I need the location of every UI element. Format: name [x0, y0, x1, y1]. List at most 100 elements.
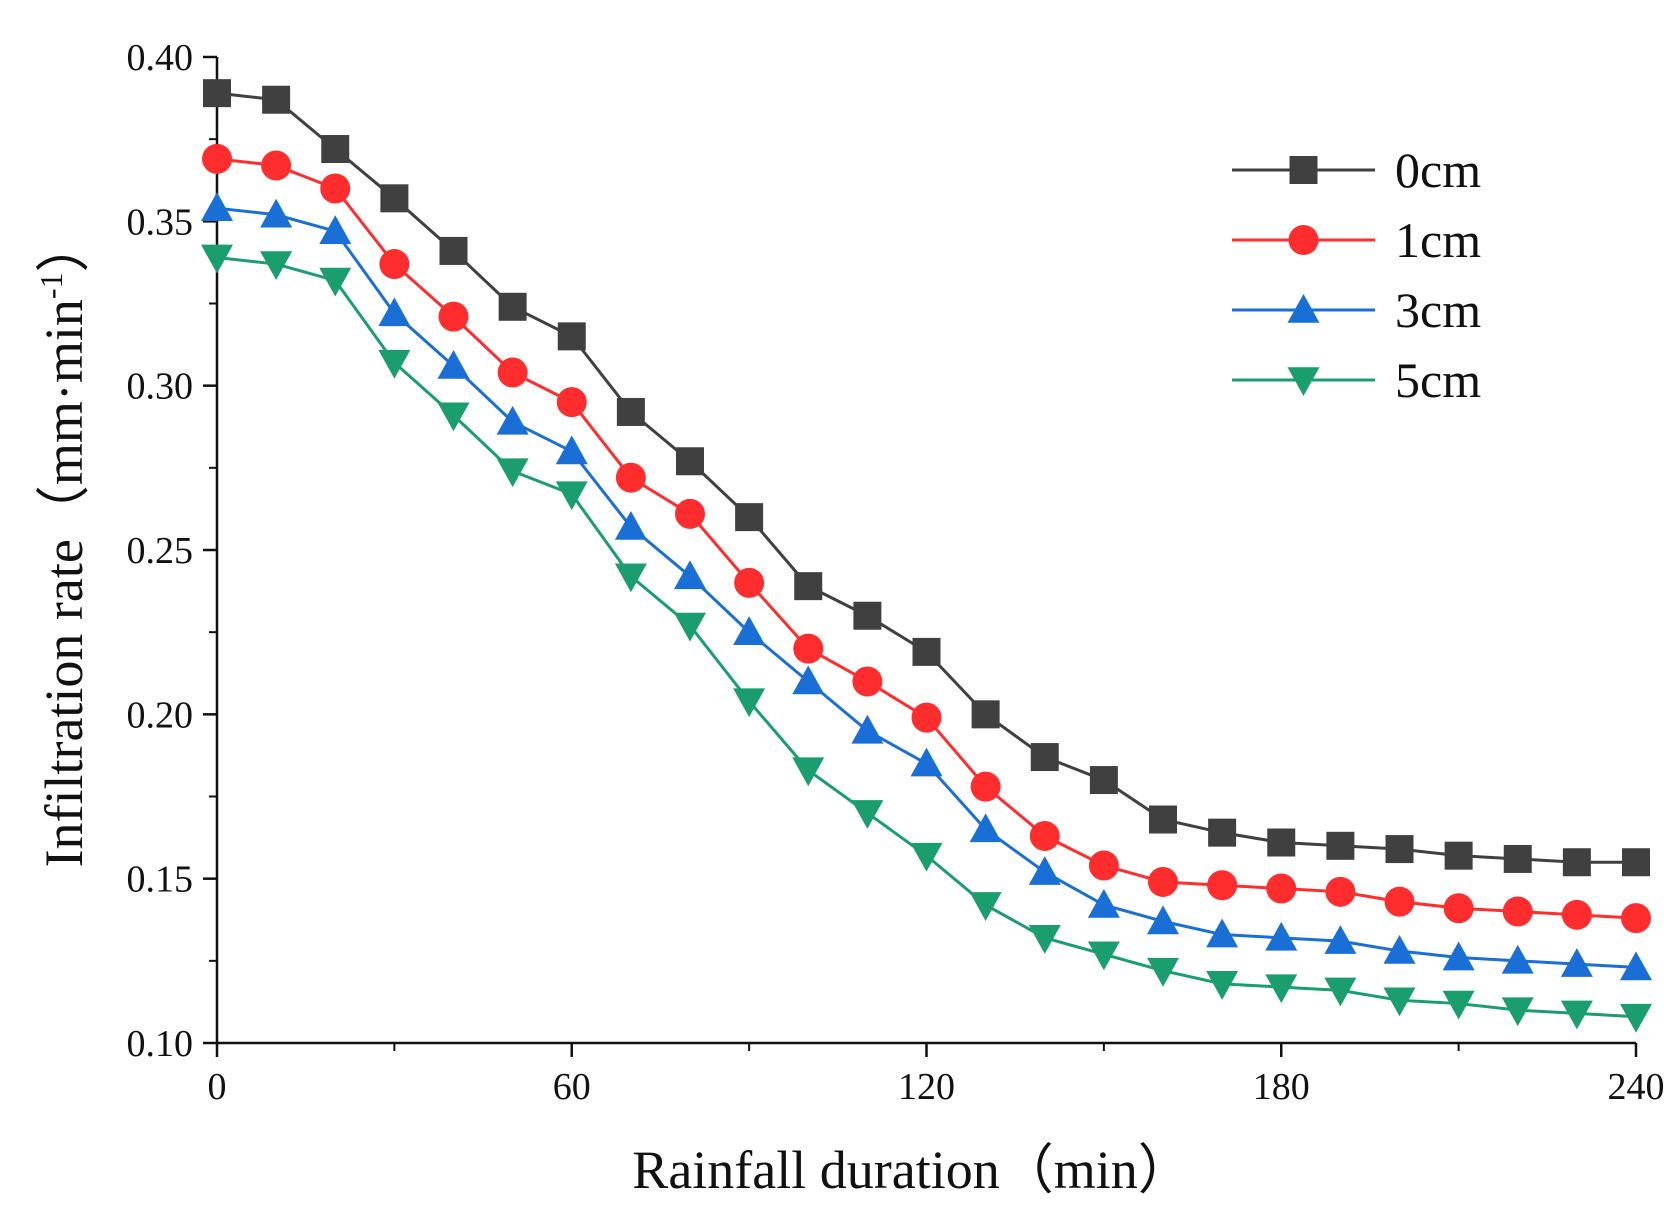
- y-axis-title: Infiltration rate（mm·min-1）: [33, 218, 94, 867]
- data-point-1cm: [497, 357, 528, 388]
- data-point-3cm: [1501, 944, 1534, 974]
- data-point-0cm: [794, 572, 823, 601]
- data-point-0cm: [1326, 831, 1355, 860]
- y-tick-label: 0.40: [127, 37, 194, 79]
- data-point-5cm: [792, 757, 825, 787]
- data-point-3cm: [1442, 941, 1475, 971]
- data-point-0cm: [203, 79, 231, 108]
- data-point-5cm: [910, 842, 943, 872]
- data-point-3cm: [260, 198, 293, 228]
- x-tick-label: 60: [553, 1066, 591, 1108]
- data-point-5cm: [1087, 941, 1120, 971]
- data-point-1cm: [615, 462, 646, 493]
- x-tick-label: 0: [208, 1066, 227, 1108]
- data-point-5cm: [378, 349, 411, 379]
- data-point-1cm: [202, 143, 232, 174]
- data-point-1cm: [1443, 893, 1474, 924]
- data-point-1cm: [320, 173, 351, 204]
- data-point-3cm: [910, 747, 943, 777]
- series-line-0cm: [216, 91, 1636, 864]
- data-point-0cm: [971, 700, 1000, 729]
- data-point-1cm: [1325, 876, 1356, 907]
- y-tick-label: 0.35: [127, 201, 194, 243]
- y-tick-label: 0.10: [127, 1023, 194, 1065]
- data-point-1cm: [438, 301, 469, 332]
- y-tick-label: 0.15: [127, 859, 194, 901]
- data-point-1cm: [379, 249, 410, 280]
- data-point-1cm: [1029, 820, 1060, 851]
- y-tick-label: 0.30: [127, 366, 194, 408]
- data-point-0cm: [1562, 848, 1591, 877]
- data-point-0cm: [1267, 828, 1296, 857]
- data-point-3cm: [1620, 951, 1652, 981]
- data-point-3cm: [792, 665, 825, 695]
- data-point-3cm: [555, 435, 588, 465]
- data-point-0cm: [557, 322, 586, 351]
- series-line-1cm: [216, 157, 1637, 920]
- y-axis-title-close: ）: [34, 218, 94, 272]
- data-point-3cm: [851, 714, 884, 744]
- data-point-3cm: [1324, 925, 1357, 954]
- legend-item-3cm: 3cm: [1232, 282, 1481, 338]
- data-point-5cm: [260, 251, 293, 281]
- data-point-0cm: [1444, 841, 1473, 870]
- data-point-5cm: [1442, 990, 1475, 1020]
- legend-label: 5cm: [1395, 352, 1481, 408]
- legend-item-5cm: 5cm: [1232, 352, 1481, 408]
- data-point-3cm: [1147, 905, 1179, 935]
- data-point-5cm: [614, 563, 647, 593]
- legend-label: 0cm: [1395, 142, 1481, 198]
- data-point-0cm: [676, 447, 704, 476]
- data-point-1cm: [1384, 886, 1415, 917]
- data-point-0cm: [853, 601, 882, 630]
- data-point-1cm: [1266, 873, 1297, 904]
- data-point-1cm: [1561, 899, 1592, 930]
- x-axis-title: Rainfall duration（min）: [632, 1140, 1191, 1200]
- data-point-3cm: [496, 405, 529, 435]
- data-point-5cm: [319, 267, 352, 297]
- y-axis-title-main: Infiltration rate（mm·min: [34, 299, 94, 867]
- data-point-5cm: [1560, 1000, 1593, 1030]
- legend-item-1cm: 1cm: [1232, 212, 1481, 268]
- legend-item-0cm: 0cm: [1232, 142, 1481, 198]
- data-point-1cm: [852, 666, 883, 697]
- series-1cm: [202, 143, 1651, 934]
- legend-label: 3cm: [1395, 282, 1481, 338]
- data-point-0cm: [1385, 835, 1414, 864]
- data-point-0cm: [439, 236, 468, 265]
- data-point-1cm: [261, 150, 292, 181]
- data-point-1cm: [970, 771, 1001, 802]
- data-point-5cm: [969, 892, 1002, 921]
- data-point-3cm: [969, 813, 1002, 843]
- data-point-0cm: [1622, 848, 1650, 877]
- legend-label: 1cm: [1395, 212, 1481, 268]
- data-point-5cm: [496, 458, 529, 488]
- data-point-1cm: [1148, 866, 1178, 897]
- series-3cm: [201, 192, 1652, 981]
- data-point-5cm: [1620, 1003, 1652, 1033]
- data-point-1cm: [1088, 850, 1119, 881]
- data-point-3cm: [674, 560, 706, 590]
- axes: 0.10 0.15 0.20 0.25 0.30 0.35 0.40 0 60 120 180 240: [127, 37, 1665, 1108]
- series-0cm: [203, 79, 1650, 877]
- data-point-1cm: [911, 702, 942, 733]
- data-point-0cm: [912, 637, 941, 666]
- data-point-0cm: [498, 292, 527, 321]
- data-point-3cm: [1560, 948, 1593, 977]
- data-point-5cm: [1265, 974, 1298, 1004]
- data-point-0cm: [1149, 805, 1177, 834]
- y-axis-title-sup: -1: [33, 272, 69, 299]
- data-point-3cm: [201, 192, 233, 221]
- data-point-3cm: [437, 349, 470, 379]
- x-tick-label: 120: [898, 1066, 955, 1108]
- legend-marker: [1288, 225, 1319, 255]
- x-tick-label: 180: [1253, 1066, 1310, 1108]
- data-point-3cm: [733, 616, 766, 645]
- data-point-3cm: [1383, 934, 1416, 964]
- data-point-5cm: [1147, 957, 1179, 987]
- data-point-5cm: [437, 402, 470, 432]
- data-point-5cm: [201, 244, 233, 274]
- data-point-0cm: [262, 85, 291, 114]
- data-point-5cm: [1028, 925, 1061, 954]
- legend-marker: [1289, 156, 1318, 184]
